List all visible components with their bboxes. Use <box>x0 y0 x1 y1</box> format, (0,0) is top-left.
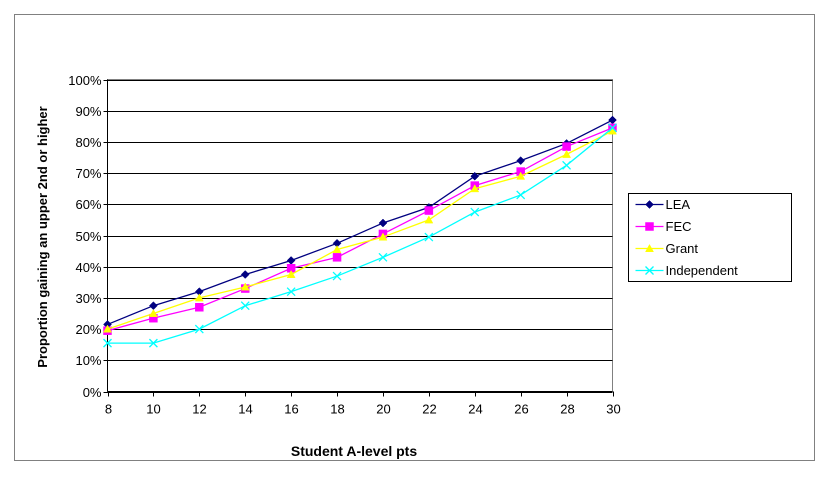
legend-marker-fec <box>645 222 654 231</box>
data-point-grant <box>424 215 434 224</box>
series-lea <box>103 115 617 329</box>
data-point-fec <box>424 206 434 215</box>
x-tick-label: 14 <box>238 402 252 417</box>
x-tick-label: 16 <box>284 402 298 417</box>
x-marker-stroke <box>470 207 480 217</box>
x-tick-label: 12 <box>192 402 206 417</box>
x-tick-label: 20 <box>376 402 390 417</box>
x-tick-label: 30 <box>606 402 620 417</box>
y-tick-label: 40% <box>75 260 101 275</box>
x-tick-label: 26 <box>514 402 528 417</box>
data-point-grant <box>378 232 388 241</box>
y-tick-label: 0% <box>83 385 102 400</box>
y-tick-label: 10% <box>75 353 101 368</box>
x-marker-stroke <box>645 266 654 275</box>
x-marker-stroke <box>286 287 296 297</box>
data-point-independent <box>378 252 388 262</box>
data-point-fec <box>332 253 342 262</box>
x-marker-stroke <box>562 160 572 170</box>
data-point-independent <box>148 338 158 348</box>
data-point-grant <box>286 269 296 278</box>
series-line-lea <box>107 119 613 326</box>
legend-marker-independent <box>645 266 654 275</box>
legend-entry-independent: Independent <box>635 263 739 278</box>
data-point-independent <box>332 271 342 281</box>
data-point-grant <box>194 293 204 302</box>
y-tick-label: 70% <box>75 166 101 181</box>
x-marker-stroke <box>103 338 112 348</box>
x-marker-stroke <box>194 324 204 334</box>
data-point-lea <box>240 270 250 279</box>
x-marker-stroke <box>332 271 342 281</box>
y-tick-label: 90% <box>75 104 101 119</box>
y-tick-label: 100% <box>68 73 102 88</box>
legend-entry-grant: Grant <box>635 241 699 256</box>
legend-marker-grant <box>645 243 654 252</box>
data-point-grant <box>562 149 572 158</box>
data-point-independent <box>424 232 434 242</box>
data-point-grant <box>470 184 480 193</box>
x-marker-stroke <box>240 301 250 311</box>
x-tick-label: 22 <box>422 402 436 417</box>
legend-label-lea: LEA <box>666 197 691 212</box>
plot-area-border <box>107 79 613 392</box>
x-marker-stroke <box>378 252 388 262</box>
data-point-independent <box>103 338 112 348</box>
y-tick-label: 30% <box>75 291 101 306</box>
data-point-lea <box>516 156 526 165</box>
data-point-fec <box>562 142 571 151</box>
data-point-grant <box>516 171 526 180</box>
axes: 0% 10% 20% 30% 40% 50% 60% 70% 80% 90% 100% 8 10 12 14… <box>68 73 620 417</box>
y-tick-label: 50% <box>75 229 101 244</box>
y-tick-label: 60% <box>75 197 101 212</box>
x-tick-label: 10 <box>146 402 160 417</box>
x-tick-label: 18 <box>330 402 344 417</box>
x-marker-stroke <box>516 190 526 200</box>
y-tick-label: 20% <box>75 322 101 337</box>
legend-entry-fec: FEC <box>635 219 692 234</box>
x-marker-stroke <box>424 232 434 242</box>
x-axis-title: Student A-level pts <box>291 443 417 459</box>
legend-label-independent: Independent <box>666 263 739 278</box>
data-point-lea <box>470 171 480 181</box>
data-point-independent <box>470 207 480 217</box>
data-point-independent <box>286 287 296 297</box>
data-point-grant <box>240 282 250 291</box>
legend-marker-lea <box>645 200 654 209</box>
data-point-independent <box>194 324 204 334</box>
legend: LEA FEC Grant Independent <box>628 193 792 282</box>
data-point-lea <box>378 218 388 228</box>
legend-box <box>628 193 792 282</box>
y-axis-title: Proportion gaining an upper 2nd or highe… <box>35 106 50 367</box>
gridlines <box>107 80 613 393</box>
data-point-independent <box>608 123 617 133</box>
x-tick-label: 28 <box>560 402 574 417</box>
data-point-independent <box>516 190 526 200</box>
legend-entry-lea: LEA <box>635 197 691 212</box>
legend-label-grant: Grant <box>666 241 699 256</box>
data-point-independent <box>562 160 572 170</box>
series-line-fec <box>107 127 613 332</box>
data-point-grant <box>148 308 158 317</box>
data-point-independent <box>240 301 250 311</box>
y-tick-label: 80% <box>75 135 101 150</box>
x-marker-stroke <box>148 338 158 348</box>
series <box>103 115 617 348</box>
x-tick-label: 8 <box>105 402 112 417</box>
series-independent <box>103 123 617 348</box>
data-point-fec <box>195 303 204 312</box>
x-tick-label: 24 <box>468 402 482 417</box>
legend-label-fec: FEC <box>666 219 692 234</box>
series-line-grant <box>107 130 613 330</box>
x-marker-stroke <box>608 123 617 133</box>
data-point-grant <box>332 245 342 253</box>
data-point-grant <box>103 324 112 333</box>
series-grant <box>103 126 617 333</box>
series-line-independent <box>107 127 613 344</box>
